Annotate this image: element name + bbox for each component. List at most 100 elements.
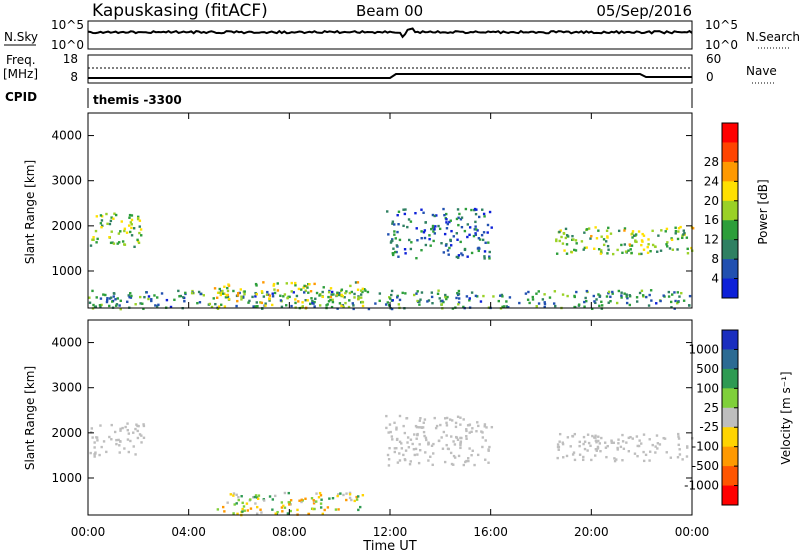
velocity-cell (142, 436, 146, 440)
power-cell (593, 247, 596, 250)
colorbar-tick-label: 24 (704, 174, 719, 188)
power-cell (474, 228, 478, 231)
power-cell (501, 295, 504, 298)
velocity-cell (396, 461, 400, 464)
power-cell (308, 282, 311, 286)
power-cell (127, 224, 131, 227)
power-cell (110, 216, 113, 219)
power-cell (130, 214, 134, 217)
power-cell (96, 237, 99, 241)
power-cell (492, 295, 495, 298)
power-cell (99, 305, 102, 308)
power-cell (129, 296, 133, 299)
power-cell (111, 241, 114, 244)
power-cell (403, 248, 407, 251)
velocity-cell (572, 451, 576, 454)
velocity-cell (216, 508, 220, 511)
power-cell (430, 291, 434, 294)
power-cell (681, 236, 684, 240)
power-cell (669, 300, 673, 304)
power-cell (344, 291, 347, 295)
velocity-cell (259, 508, 262, 511)
power-cell (641, 240, 644, 243)
power-cell (226, 295, 230, 299)
velocity-cell (578, 440, 581, 444)
power-cell (442, 300, 445, 304)
power-cell (318, 304, 322, 307)
velocity-cell (595, 441, 598, 444)
power-cell (460, 252, 463, 255)
noise-left-bottom-tick: 10^0 (51, 38, 84, 52)
velocity-cell (398, 440, 402, 444)
power-cell (143, 295, 146, 299)
velocity-cell (289, 509, 292, 513)
velocity-cell (571, 435, 575, 438)
power-cell (264, 304, 267, 307)
power-cell (414, 211, 417, 215)
velocity-cell (648, 459, 651, 462)
power-cell (123, 227, 127, 230)
velocity-cell (274, 512, 277, 515)
power-cell (260, 301, 264, 305)
power-cell (232, 289, 235, 293)
velocity-cell (319, 506, 323, 509)
power-cell (330, 293, 333, 296)
velocity-cell (89, 451, 92, 455)
power-cell (637, 230, 641, 233)
velocity-cell (398, 459, 402, 462)
power-cell (490, 226, 493, 229)
power-cell (94, 305, 98, 308)
power-cell (640, 243, 643, 247)
power-cell (565, 243, 569, 246)
power-cell (361, 290, 364, 294)
power-cell (420, 208, 423, 211)
velocity-cell (677, 435, 680, 438)
y-tick-label: 4000 (51, 129, 82, 143)
power-cell (415, 292, 418, 295)
power-cell (386, 301, 389, 304)
power-cell (184, 291, 187, 295)
power-cell (564, 236, 568, 240)
power-cell (132, 227, 136, 230)
freq-left-bottom-tick: 8 (70, 70, 78, 84)
power-cell (657, 234, 660, 237)
power-cell (420, 236, 423, 240)
power-cell (543, 293, 546, 296)
velocity-cell (281, 510, 284, 513)
velocity-cell (98, 453, 101, 457)
velocity-cell (459, 436, 462, 440)
power-cell (617, 229, 621, 233)
power-cell (95, 215, 99, 218)
power-cell (674, 299, 677, 303)
power-cell (482, 294, 485, 298)
velocity-cell (612, 441, 615, 444)
velocity-cell (437, 439, 441, 442)
power-cell (283, 293, 287, 296)
velocity-cell (242, 505, 246, 508)
velocity-cell (262, 499, 266, 502)
power-cell (179, 294, 182, 298)
velocity-cell (430, 444, 434, 448)
power-cell (356, 288, 360, 291)
velocity-cell (589, 444, 592, 448)
power-cell (476, 247, 480, 250)
power-cell (477, 249, 480, 253)
colorbar-segment (722, 330, 738, 350)
velocity-cell (232, 492, 236, 495)
colorbar-segment (722, 142, 738, 163)
velocity-cell (255, 512, 259, 515)
velocity-cell (677, 437, 681, 440)
power-cell (505, 305, 508, 308)
power-cell (468, 297, 471, 300)
velocity-cell (422, 421, 425, 424)
velocity-cell (685, 455, 689, 458)
power-cell (430, 295, 434, 299)
velocity-cell (140, 441, 143, 444)
velocity-cell (91, 436, 94, 439)
power-cell (303, 291, 306, 294)
velocity-cell (594, 434, 597, 437)
power-cell (297, 300, 300, 303)
velocity-cell (110, 423, 113, 427)
velocity-cell (596, 445, 600, 449)
velocity-cell (334, 508, 338, 511)
